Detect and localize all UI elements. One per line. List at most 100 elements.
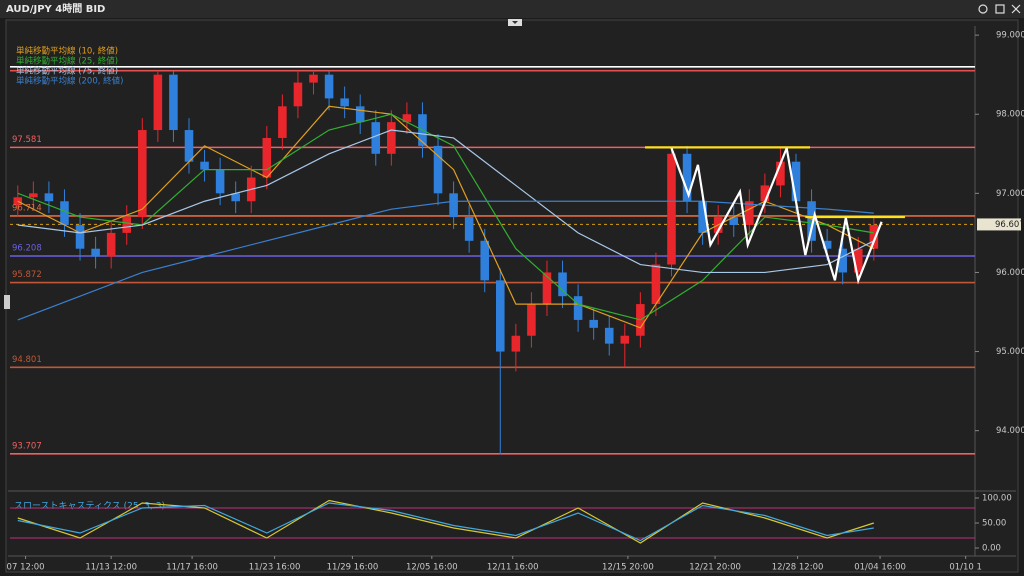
- candle-body: [760, 185, 770, 202]
- candle-body: [729, 217, 739, 225]
- trend-drawing: [785, 148, 883, 285]
- last-price-label: 96.607: [995, 220, 1024, 230]
- x-tick-label: 12/11 16:00: [487, 563, 539, 573]
- candle-body: [138, 130, 147, 218]
- candle-body: [169, 74, 178, 131]
- candle-body: [791, 161, 801, 202]
- window-controls[interactable]: [978, 4, 1021, 14]
- x-tick-label: 07 12:00: [7, 563, 45, 573]
- y-tick-label: 99.000: [996, 31, 1024, 41]
- candle-body: [324, 74, 334, 99]
- y-tick-label: 100.00: [982, 494, 1012, 504]
- candle-body: [542, 272, 552, 305]
- series-line: [17, 502, 874, 542]
- candle-body: [838, 248, 847, 273]
- price-level-label: 94.801: [12, 355, 42, 365]
- x-tick-label: 12/05 16:00: [406, 563, 458, 573]
- series-line: [17, 200, 874, 321]
- candle-body: [527, 304, 536, 336]
- last-price-box: [977, 218, 1021, 231]
- x-tick-label: 12/21 20:00: [689, 563, 741, 573]
- candle-body: [309, 74, 318, 83]
- plot: [10, 499, 975, 544]
- series-line: [17, 499, 875, 544]
- series-line: [17, 113, 874, 321]
- candle-body: [496, 280, 505, 352]
- candle-body: [651, 264, 661, 305]
- stochastic-title: スローストキャスティクス (25, 3, 3): [14, 501, 165, 512]
- candle-body: [29, 193, 38, 198]
- series-line: [17, 129, 875, 274]
- y-tick-label: 94.000: [996, 426, 1024, 436]
- candle-body: [371, 122, 381, 154]
- price-level-label: 96.208: [12, 243, 42, 253]
- trend-drawing: [670, 147, 788, 249]
- window-title: AUD/JPY 4時間 BID: [6, 2, 105, 15]
- candle-body: [480, 240, 489, 281]
- close-button[interactable]: [1011, 4, 1021, 14]
- plot: [10, 65, 975, 455]
- candle-body: [620, 335, 630, 344]
- candle-body: [464, 217, 474, 241]
- candle-body: [853, 248, 863, 273]
- x-tick-label: 11/23 16:00: [249, 563, 301, 573]
- candle-body: [355, 106, 365, 123]
- side-handle[interactable]: [4, 295, 10, 309]
- candle-body: [807, 201, 816, 241]
- candle-body: [278, 106, 287, 138]
- x-tick-label: 01/10 1: [949, 563, 982, 573]
- title-bar: [0, 0, 1024, 18]
- price-level-label: 96.714: [12, 203, 42, 213]
- y-tick-label: 96.000: [996, 268, 1024, 278]
- candle-body: [293, 82, 303, 107]
- candle-body: [682, 153, 692, 202]
- candle-body: [60, 201, 69, 225]
- candle-body: [402, 114, 412, 123]
- x-tick-label: 12/28 12:00: [772, 563, 824, 573]
- candle-body: [122, 217, 132, 233]
- candle-body: [511, 335, 521, 352]
- legend-entry: 単純移動平均線 (25, 終値): [16, 56, 118, 67]
- candle-body: [91, 248, 100, 257]
- legend-entry: 単純移動平均線 (200, 終値): [16, 76, 123, 87]
- candle-body: [106, 232, 116, 257]
- candle-body: [387, 122, 396, 154]
- y-tick-label: 97.000: [996, 189, 1024, 199]
- x-tick-label: 11/29 16:00: [327, 563, 379, 573]
- y-tick-label: 95.000: [996, 347, 1024, 357]
- y-tick-label: 50.00: [982, 519, 1006, 529]
- x-tick-label: 01/04 16:00: [854, 563, 906, 573]
- candle-body: [822, 240, 832, 249]
- candle-body: [231, 193, 240, 202]
- candle-body: [215, 169, 225, 194]
- x-tick-label: 11/17 16:00: [166, 563, 218, 573]
- price-level-label: 93.707: [12, 441, 42, 451]
- maximize-button[interactable]: [995, 4, 1005, 14]
- series-line: [17, 105, 875, 329]
- y-tick-label: 0.00: [982, 544, 1001, 554]
- help-button[interactable]: [978, 4, 988, 14]
- candle-body: [745, 201, 754, 225]
- candle-body: [698, 201, 707, 233]
- candle-body: [604, 327, 614, 344]
- collapse-arrow: [512, 21, 518, 24]
- y-tick-label: 98.000: [996, 110, 1024, 120]
- candle-body: [589, 319, 598, 328]
- candle-body: [558, 272, 567, 297]
- candle-body: [184, 130, 194, 162]
- candle-body: [75, 224, 85, 249]
- candle-body: [262, 137, 272, 178]
- price-level-label: 95.872: [12, 270, 42, 280]
- candle-body: [869, 224, 879, 249]
- candle-body: [573, 296, 583, 320]
- candle-body: [44, 193, 54, 202]
- candle-body: [776, 161, 785, 186]
- candle-body: [153, 74, 163, 131]
- candle-body: [340, 98, 349, 107]
- candle-body: [200, 161, 209, 170]
- candle-body: [449, 193, 458, 218]
- candle-body: [433, 145, 443, 194]
- candle-body: [667, 153, 676, 265]
- legend-entry: 単純移動平均線 (75, 終値): [16, 66, 118, 77]
